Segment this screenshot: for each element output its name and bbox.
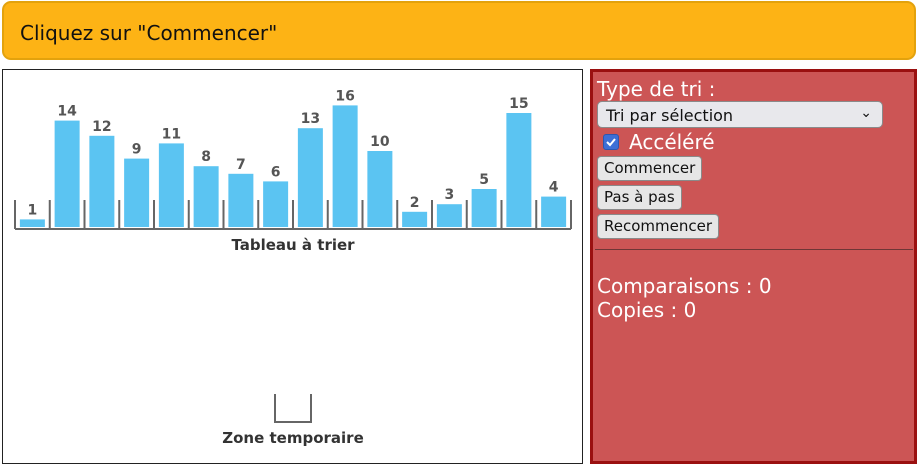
bar-value-label: 13	[301, 111, 320, 127]
bar-value-label: 7	[236, 157, 246, 173]
bar-value-label: 10	[370, 134, 390, 150]
bar-value-label: 2	[410, 195, 420, 211]
bar-value-label: 6	[271, 164, 281, 180]
array-bar	[19, 219, 45, 227]
checkmark-icon	[606, 138, 616, 147]
divider	[595, 249, 913, 250]
sort-type-selected: Tri par sélection	[606, 106, 734, 125]
control-panel: Type de tri : Tri par sélection ⌄ Accélé…	[590, 69, 917, 464]
bar-value-label: 16	[335, 88, 354, 104]
bar-value-label: 14	[57, 104, 77, 120]
fast-checkbox-label: Accéléré	[629, 130, 715, 154]
start-button[interactable]: Commencer	[597, 156, 703, 181]
array-bar	[332, 105, 358, 227]
restart-button[interactable]: Recommencer	[597, 214, 720, 239]
array-bar	[228, 173, 254, 227]
sort-type-select[interactable]: Tri par sélection ⌄	[597, 101, 883, 128]
bar-value-label: 15	[509, 96, 528, 112]
temp-zone-slot	[274, 394, 312, 423]
bar-value-label: 5	[479, 172, 489, 188]
bar-value-label: 8	[201, 149, 211, 165]
step-button[interactable]: Pas à pas	[597, 185, 682, 210]
array-bar	[158, 143, 184, 227]
bar-value-label: 1	[28, 202, 38, 218]
bar-value-label: 9	[132, 142, 142, 158]
array-bar	[541, 196, 567, 227]
bar-value-label: 12	[92, 119, 111, 135]
array-bar	[54, 120, 80, 227]
copies-counter: Copies : 0	[597, 298, 697, 322]
array-bar	[89, 135, 115, 227]
bar-value-label: 11	[162, 126, 181, 142]
array-label: Tableau à trier	[231, 236, 355, 254]
array-bar	[402, 211, 428, 227]
array-bar	[297, 128, 323, 227]
array-bar	[436, 204, 462, 227]
temp-zone-label: Zone temporaire	[222, 429, 364, 447]
array-bar	[367, 151, 393, 227]
array-bar	[193, 166, 219, 227]
sort-type-label: Type de tri :	[597, 77, 716, 101]
instruction-banner: Cliquez sur "Commencer"	[2, 1, 916, 60]
array-bar	[471, 189, 497, 227]
bar-value-label: 3	[445, 187, 455, 203]
comparisons-counter: Comparaisons : 0	[597, 274, 772, 298]
fast-checkbox[interactable]	[603, 134, 619, 150]
sort-visualization-canvas: 1 14 12 9 11 8 7 6 13 16 10 2 3 5 15 4 Tableau à trier …	[2, 69, 583, 464]
chevron-down-icon: ⌄	[860, 105, 872, 121]
array-bar	[263, 181, 289, 227]
bar-value-label: 4	[549, 180, 559, 196]
array-bar	[506, 113, 532, 227]
instruction-text: Cliquez sur "Commencer"	[20, 21, 278, 45]
array-bar	[124, 158, 150, 227]
